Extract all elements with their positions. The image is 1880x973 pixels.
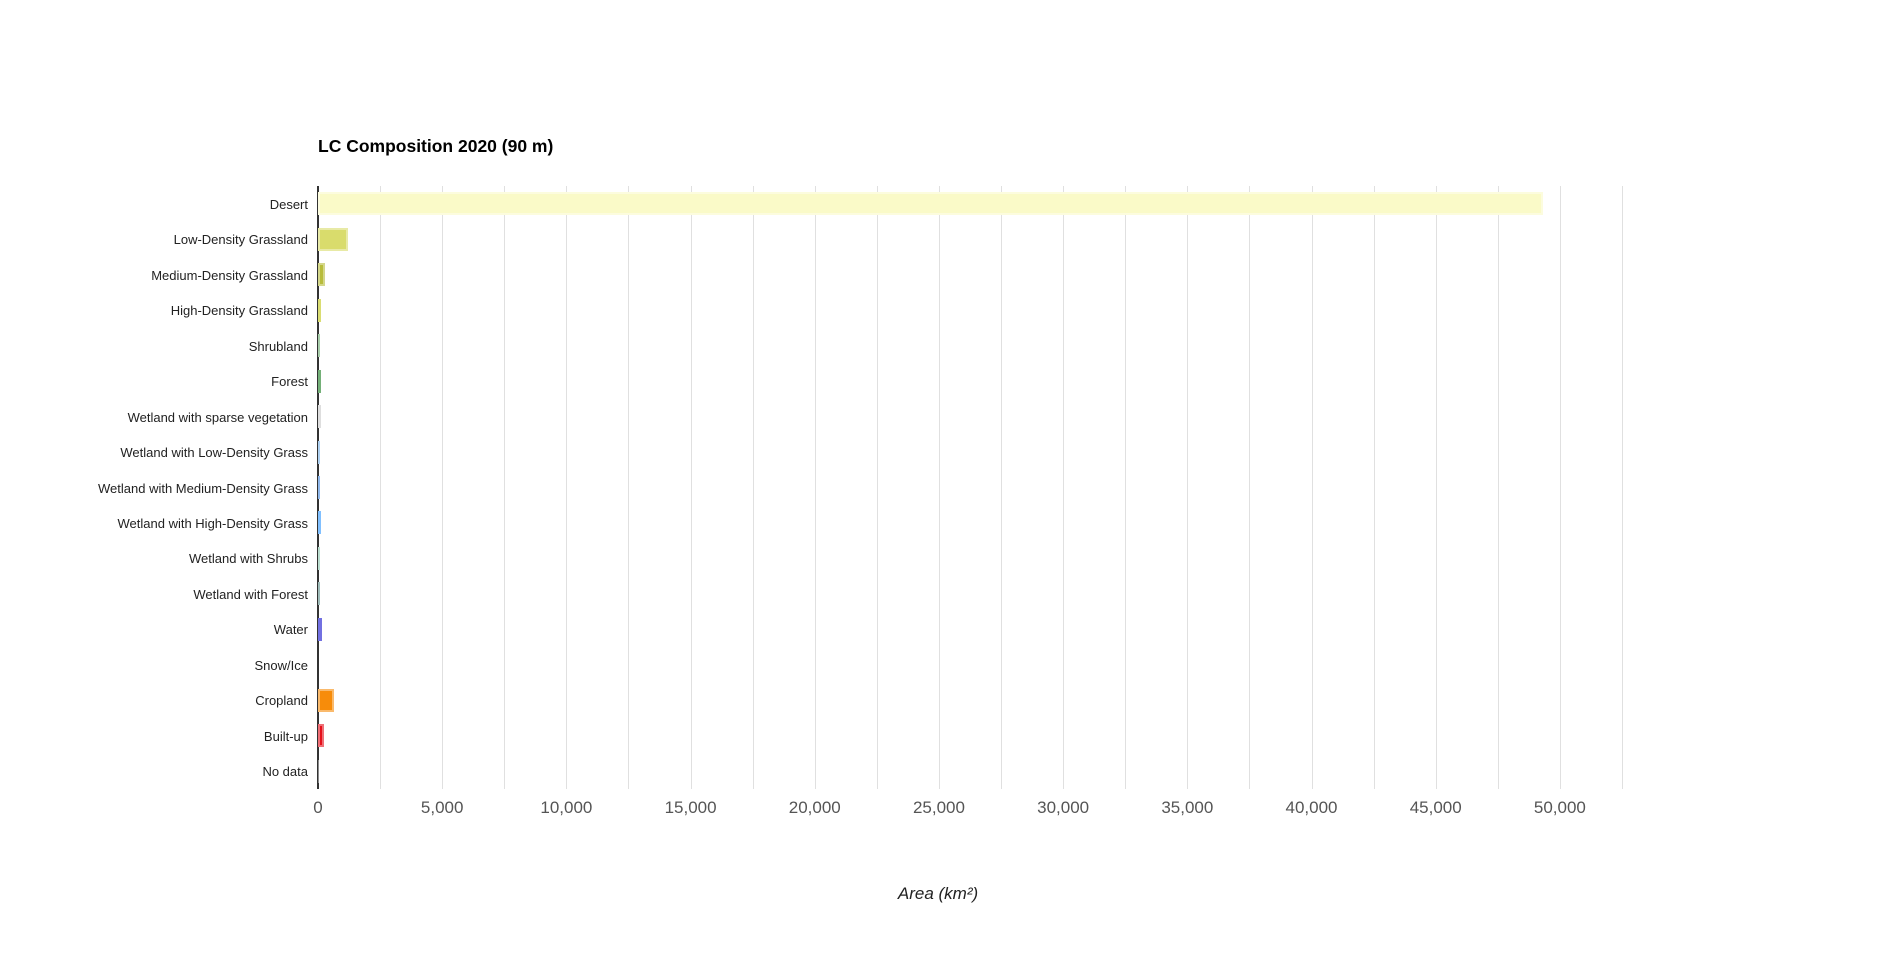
bar (318, 405, 321, 429)
x-tick-label: 10,000 (540, 798, 593, 817)
gridline (1063, 186, 1065, 789)
x-axis-title: Area (km²) (897, 884, 979, 903)
gridline (1373, 186, 1375, 789)
bar (318, 546, 321, 570)
category-label: Wetland with Forest (193, 586, 308, 602)
bar (318, 369, 321, 393)
bar (318, 334, 321, 358)
category-label: Water (273, 622, 308, 638)
category-label: Medium-Density Grassland (151, 267, 308, 283)
category-label: High-Density Grassland (170, 303, 308, 319)
category-label: Snow/Ice (254, 657, 308, 673)
category-label: Wetland with High-Density Grass (117, 515, 309, 531)
gridline (938, 186, 940, 789)
x-tick-label: 5,000 (420, 798, 464, 817)
gridline (504, 186, 506, 789)
bar (318, 476, 320, 499)
gridline (442, 186, 444, 789)
category-label: Forest (271, 374, 308, 390)
bar (318, 617, 323, 641)
bar (318, 227, 348, 251)
x-tick-label: 30,000 (1037, 798, 1090, 817)
gridline (1622, 186, 1623, 789)
plot-area (317, 186, 1623, 789)
gridline (876, 186, 878, 789)
x-tick-label: 20,000 (788, 798, 841, 817)
bar (318, 192, 1543, 216)
gridline (1125, 186, 1127, 789)
category-label: Cropland (255, 693, 308, 709)
x-tick-label: 15,000 (664, 798, 717, 817)
gridline (1559, 186, 1561, 789)
category-label: Low-Density Grassland (173, 232, 308, 248)
category-label: Wetland with Low-Density Grass (120, 445, 308, 461)
bar (318, 298, 322, 322)
x-tick-label: 35,000 (1161, 798, 1214, 817)
gridline (380, 186, 382, 789)
x-tick-label: 0 (313, 798, 323, 817)
bar (318, 263, 325, 287)
category-label: Shrubland (248, 338, 308, 354)
category-label: Desert (269, 196, 308, 212)
bar (318, 724, 324, 748)
bar (318, 582, 320, 606)
gridline (814, 186, 816, 789)
x-tick-label: 50,000 (1533, 798, 1586, 817)
category-label: Wetland with Shrubs (189, 551, 308, 567)
bar (318, 759, 319, 783)
x-tick-label: 40,000 (1285, 798, 1338, 817)
gridline (1249, 186, 1251, 789)
gridline (628, 186, 630, 789)
bar (318, 511, 321, 535)
x-tick-label: 25,000 (912, 798, 965, 817)
gridline (752, 186, 754, 789)
gridline (566, 186, 568, 789)
bar (318, 440, 321, 464)
gridline (1001, 186, 1003, 789)
gridline (1497, 186, 1499, 789)
category-label: Wetland with Medium-Density Grass (98, 480, 308, 496)
gridline (1435, 186, 1437, 789)
bar (318, 688, 334, 712)
gridline (1311, 186, 1313, 789)
gridline (690, 186, 692, 789)
category-label: Wetland with sparse vegetation (127, 409, 308, 425)
category-label: Built-up (263, 728, 308, 744)
chart-title: LC Composition 2020 (90 m) (318, 136, 554, 156)
x-tick-label: 45,000 (1409, 798, 1462, 817)
category-label: No data (262, 764, 308, 780)
gridline (1187, 186, 1189, 789)
